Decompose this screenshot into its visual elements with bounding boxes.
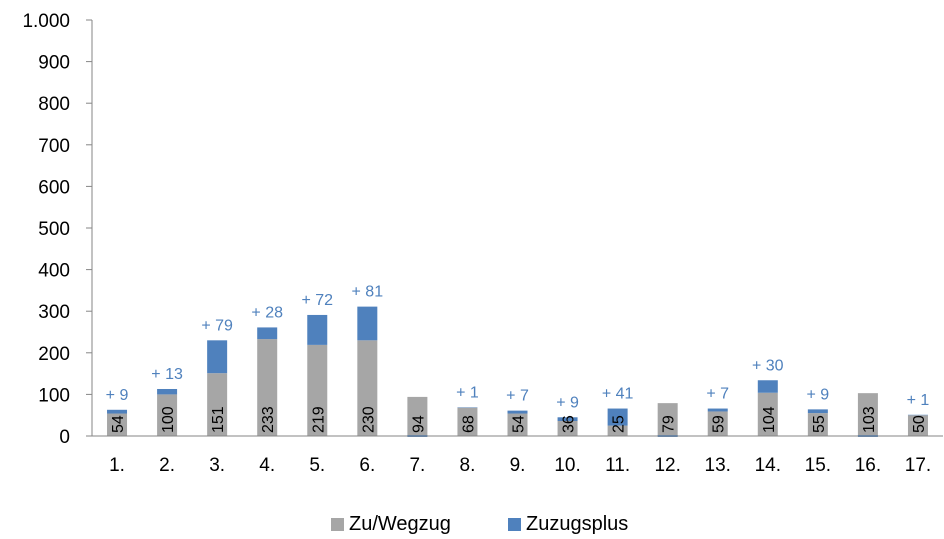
x-axis-labels: 1. 2. 3. 4. 5. 6. 7. 8. 9. 10. 11. 12. 13. 14. 15. 16. 1… bbox=[109, 455, 931, 476]
bar-zuzugsplus bbox=[107, 409, 128, 414]
y-tick-label: 100 bbox=[38, 385, 70, 406]
bar-zu-wegzug bbox=[907, 415, 928, 436]
bar-zuzugsplus bbox=[257, 327, 278, 340]
y-tick-label: 800 bbox=[38, 94, 70, 115]
bar-zu-wegzug bbox=[607, 425, 628, 436]
bar-zuzugsplus bbox=[557, 417, 578, 422]
y-axis-ticks: 0 100 200 300 400 500 600 700 800 900 1.000 bbox=[22, 11, 92, 448]
bar-zuzugsplus bbox=[207, 340, 228, 374]
x-tick-label: 13. bbox=[705, 455, 731, 476]
y-tick-label: 600 bbox=[38, 177, 70, 198]
bar-value-label: 68 bbox=[460, 415, 477, 433]
y-tick-label: 0 bbox=[59, 427, 70, 448]
bar-zu-wegzug bbox=[107, 413, 128, 436]
bar-value-label: 55 bbox=[811, 415, 828, 433]
plus-value-label: + 28 bbox=[251, 304, 283, 321]
plus-value-label: + 79 bbox=[201, 317, 233, 334]
bar-value-label: 25 bbox=[611, 415, 628, 433]
axes bbox=[91, 20, 943, 437]
plus-value-label: + 41 bbox=[602, 386, 634, 403]
bar-value-label: 230 bbox=[360, 406, 377, 433]
x-tick-label: 7. bbox=[409, 455, 425, 476]
legend-swatch-zu-wegzug bbox=[331, 518, 344, 531]
x-tick-label: 16. bbox=[855, 455, 881, 476]
bar-zu-wegzug bbox=[657, 403, 678, 436]
plus-value-label: + 9 bbox=[807, 386, 830, 403]
legend-label-zu-wegzug: Zu/Wegzug bbox=[349, 513, 451, 535]
plus-value-label: + 1 bbox=[456, 384, 479, 401]
bar-value-label: 50 bbox=[911, 415, 928, 433]
bar-value-label: 151 bbox=[210, 406, 227, 433]
x-tick-label: 8. bbox=[460, 455, 476, 476]
bar-value-label: 54 bbox=[511, 415, 528, 433]
bar-value-label: 36 bbox=[561, 415, 578, 433]
bar-zu-wegzug bbox=[757, 392, 778, 436]
plus-value-label: + 9 bbox=[106, 387, 129, 404]
legend: Zu/Wegzug Zuzugsplus bbox=[331, 513, 628, 535]
bar-zuzugsplus bbox=[157, 388, 178, 395]
legend-label-zuzugsplus: Zuzugsplus bbox=[526, 513, 628, 535]
bar-value-label: 104 bbox=[761, 406, 778, 433]
plus-value-label: + 13 bbox=[151, 366, 183, 383]
y-tick-label: 400 bbox=[38, 261, 70, 282]
x-tick-label: 3. bbox=[209, 455, 225, 476]
bar-value-label: 54 bbox=[110, 415, 127, 433]
x-tick-label: 17. bbox=[905, 455, 931, 476]
bar-zuzugsplus bbox=[757, 380, 778, 393]
bar-zuzugsplus bbox=[707, 408, 728, 412]
bar-value-label: 94 bbox=[410, 415, 427, 433]
bar-zu-wegzug bbox=[407, 396, 428, 436]
x-tick-label: 4. bbox=[259, 455, 275, 476]
x-tick-label: 2. bbox=[159, 455, 175, 476]
bar-zu-wegzug bbox=[357, 340, 378, 436]
y-tick-label: 700 bbox=[38, 136, 70, 157]
x-tick-label: 11. bbox=[605, 455, 630, 476]
x-tick-label: 12. bbox=[654, 455, 680, 476]
bar-zuzugsplus bbox=[307, 314, 328, 345]
bars: 54 + 9 100 + 13 151 + 79 233 + 28 219 + 72 230 + 81… bbox=[106, 284, 930, 437]
plus-value-label: + 9 bbox=[556, 394, 579, 411]
bar-value-label: 219 bbox=[310, 406, 327, 433]
bar-zu-wegzug bbox=[857, 393, 878, 436]
y-tick-label: 500 bbox=[38, 219, 70, 240]
plus-value-label: + 81 bbox=[352, 284, 384, 301]
bar-zu-wegzug bbox=[207, 373, 228, 436]
bar-value-label: 233 bbox=[260, 406, 277, 433]
plus-value-label: + 72 bbox=[301, 292, 333, 309]
plus-value-label: + 7 bbox=[706, 386, 729, 403]
x-tick-label: 9. bbox=[510, 455, 526, 476]
bar-value-label: 103 bbox=[861, 406, 878, 433]
bar-zu-wegzug bbox=[257, 339, 278, 436]
bar-value-label: 79 bbox=[661, 415, 678, 433]
bar-zuzugsplus bbox=[507, 410, 528, 414]
legend-swatch-zuzugsplus bbox=[508, 518, 521, 531]
y-tick-label: 300 bbox=[38, 302, 70, 323]
bar-zu-wegzug bbox=[507, 413, 528, 436]
x-tick-label: 1. bbox=[109, 455, 125, 476]
bar-zu-wegzug bbox=[557, 421, 578, 436]
x-tick-label: 6. bbox=[359, 455, 375, 476]
x-tick-label: 5. bbox=[309, 455, 325, 476]
bar-value-label: 59 bbox=[711, 415, 728, 433]
bar-zu-wegzug bbox=[157, 394, 178, 436]
bar-zu-wegzug bbox=[707, 411, 728, 436]
bar-value-label: 100 bbox=[160, 406, 177, 433]
y-tick-label: 1.000 bbox=[22, 11, 70, 32]
x-tick-label: 15. bbox=[805, 455, 831, 476]
bar-zuzugsplus bbox=[357, 306, 378, 341]
x-tick-label: 10. bbox=[554, 455, 580, 476]
bar-zu-wegzug bbox=[307, 344, 328, 436]
bar-zuzugsplus bbox=[607, 408, 628, 426]
bar-zu-wegzug bbox=[807, 413, 828, 436]
plus-value-label: + 7 bbox=[506, 388, 529, 405]
bar-zuzugsplus bbox=[807, 409, 828, 414]
y-tick-label: 900 bbox=[38, 53, 70, 74]
plus-value-label: + 30 bbox=[752, 357, 784, 374]
y-tick-label: 200 bbox=[38, 344, 70, 365]
x-tick-label: 14. bbox=[755, 455, 781, 476]
bar-zu-wegzug bbox=[457, 407, 478, 436]
plus-value-label: + 1 bbox=[907, 392, 930, 409]
